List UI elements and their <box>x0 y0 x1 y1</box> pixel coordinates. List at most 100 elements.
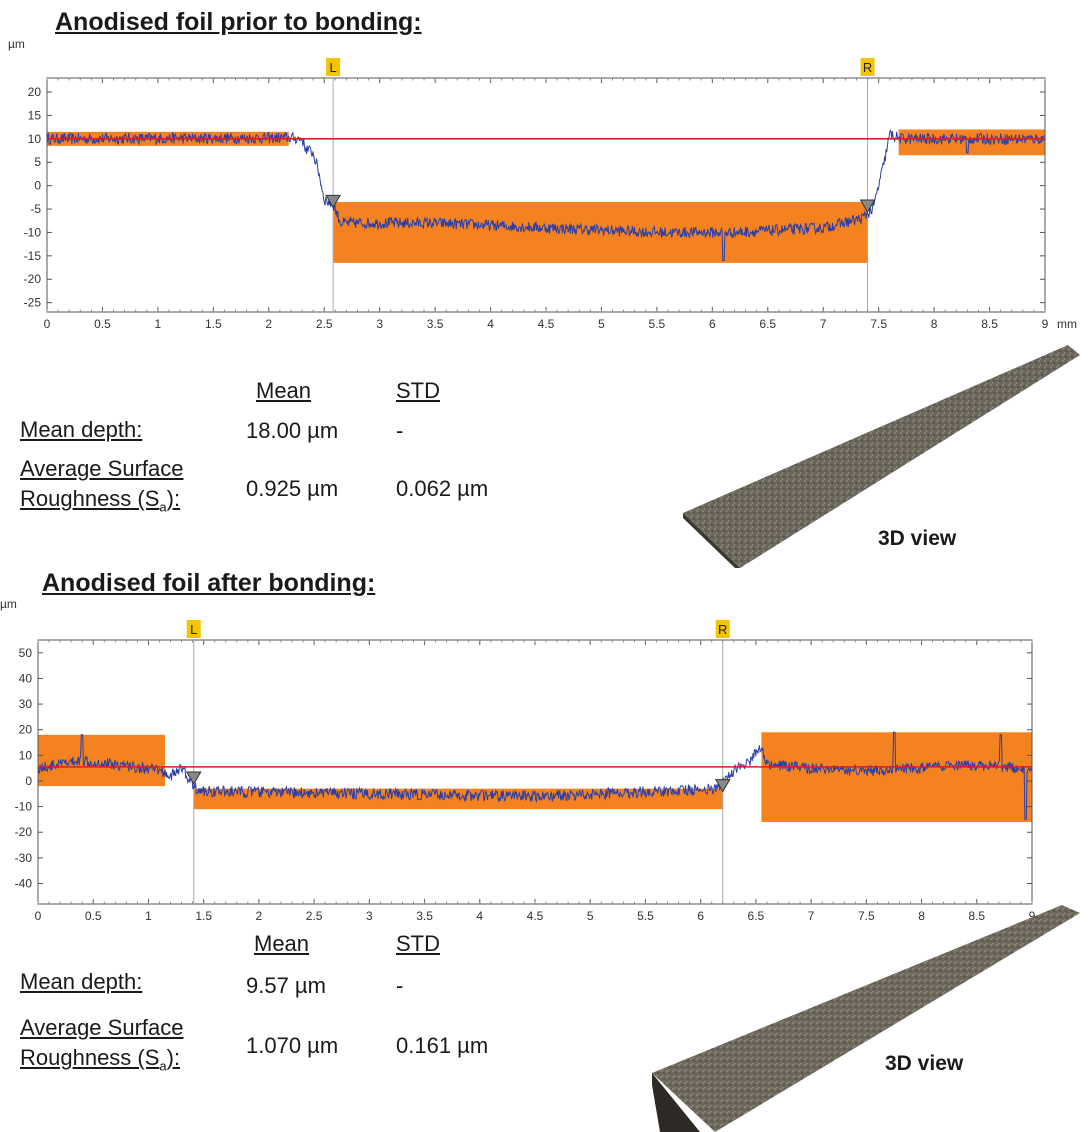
roughness-label: Average Surface Roughness (Sa): <box>20 454 183 522</box>
y-unit-label: µm <box>0 600 17 611</box>
panel-title: Anodised foil prior to bonding: <box>55 8 422 36</box>
roughness-label-sub: a <box>159 1058 167 1074</box>
level-region-0 <box>38 734 166 787</box>
roughness-label: Average Surface Roughness (Sa): <box>20 1013 183 1081</box>
y-tick-label: 0 <box>25 774 32 788</box>
y-tick-label: 20 <box>19 723 33 737</box>
roughness-std: 0.161 µm <box>396 1033 489 1058</box>
roughness-mean: 1.070 µm <box>246 1033 339 1058</box>
x-tick-label: 0.5 <box>85 909 102 923</box>
y-tick-label: 50 <box>19 646 33 660</box>
cursor-triangle-L <box>185 771 202 785</box>
cursor-flag-label: R <box>863 60 872 75</box>
x-tick-label: 1.5 <box>195 909 212 923</box>
y-tick-label: -25 <box>24 296 42 310</box>
cursor-triangle-L <box>325 194 341 209</box>
panel-title: Anodised foil after bonding: <box>42 569 376 597</box>
roughness-label-line2: Roughness (S <box>20 1045 160 1070</box>
x-tick-label: 6.5 <box>759 317 776 331</box>
x-tick-label: 4.5 <box>527 909 544 923</box>
cursor-flag-label: R <box>718 622 727 637</box>
y-tick-label: 30 <box>19 697 33 711</box>
x-tick-label: 6 <box>697 909 704 923</box>
level-region-1 <box>333 202 868 263</box>
x-tick-label: 2.5 <box>306 909 323 923</box>
y-tick-label: -20 <box>24 272 42 286</box>
x-tick-label: 5.5 <box>649 317 666 331</box>
cursor-triangle-R <box>714 779 731 793</box>
roughness-label-line1: Average Surface <box>20 456 184 481</box>
x-unit-label: mm <box>1044 909 1064 923</box>
x-tick-label: 5 <box>587 909 594 923</box>
cursor-flag-label: L <box>190 622 197 637</box>
y-tick-label: -40 <box>15 876 33 890</box>
plot-frame <box>46 77 1046 313</box>
x-unit-label: mm <box>1057 317 1077 331</box>
y-tick-label: 15 <box>28 108 42 122</box>
cursor-flag-R <box>860 58 875 76</box>
x-tick-label: 3 <box>376 317 383 331</box>
mean-header: Mean <box>256 378 312 403</box>
x-tick-label: 5.5 <box>637 909 654 923</box>
roughness-mean: 0.925 µm <box>246 476 339 501</box>
x-tick-label: 1 <box>155 317 162 331</box>
mean-depth-std: - <box>396 418 404 443</box>
x-tick-label: 7.5 <box>858 909 875 923</box>
y-tick-label: -30 <box>15 851 33 865</box>
x-tick-label: 7 <box>820 317 827 331</box>
3d-view-label: 3D view <box>878 527 957 550</box>
x-tick-label: 7.5 <box>870 317 887 331</box>
roughness-label-line1: Average Surface <box>20 1015 184 1040</box>
x-tick-label: 8 <box>918 909 925 923</box>
y-tick-label: -20 <box>15 825 33 839</box>
x-tick-label: 3.5 <box>427 317 444 331</box>
y-tick-label: 40 <box>19 671 33 685</box>
x-tick-label: 6 <box>709 317 716 331</box>
roughness-std: 0.062 µm <box>396 476 489 501</box>
y-tick-label: -5 <box>30 202 41 216</box>
std-header: STD <box>396 931 440 956</box>
x-tick-label: 1 <box>145 909 152 923</box>
x-tick-label: 8.5 <box>981 317 998 331</box>
x-tick-label: 9 <box>1029 909 1036 923</box>
mean-depth-label: Mean depth: <box>20 969 143 994</box>
y-tick-label: 20 <box>28 85 42 99</box>
x-tick-label: 1.5 <box>205 317 222 331</box>
roughness-label-end: ): <box>166 486 181 511</box>
x-tick-label: 9 <box>1042 317 1049 331</box>
panel-before-bonding: Anodised foil prior to bonding: 20 15 10 5 0… <box>8 8 1080 568</box>
mean-depth-value: 9.57 µm <box>246 973 326 998</box>
x-tick-label: 8 <box>931 317 938 331</box>
mean-depth-std: - <box>396 973 404 998</box>
y-tick-label: -10 <box>24 225 42 239</box>
x-tick-label: 0 <box>35 909 42 923</box>
x-tick-label: 2 <box>265 317 272 331</box>
level-region-2 <box>761 732 1032 822</box>
mean-header: Mean <box>254 931 310 956</box>
profile-series <box>37 731 1033 820</box>
roughness-label-sub: a <box>159 499 167 515</box>
x-tick-label: 5 <box>598 317 605 331</box>
y-tick-label: 10 <box>19 748 33 762</box>
roughness-label-end: ): <box>166 1045 181 1070</box>
std-header: STD <box>396 378 440 403</box>
x-tick-label: 2 <box>256 909 263 923</box>
y-tick-label: 10 <box>28 132 42 146</box>
cursor-triangle-R <box>859 199 876 214</box>
x-tick-label: 6.5 <box>748 909 765 923</box>
y-unit-label: µm <box>8 40 25 51</box>
x-tick-label: 0.5 <box>94 317 111 331</box>
cursor-flag-R <box>715 620 730 638</box>
y-tick-label: -15 <box>24 249 42 263</box>
y-tick-label: 0 <box>34 179 41 193</box>
x-tick-label: 4 <box>476 909 483 923</box>
3d-view-label: 3D view <box>885 1052 964 1075</box>
x-tick-label: 8.5 <box>968 909 985 923</box>
profile-chart-after: 50 40 30 20 10 0 -10 -20 -30 -40 0 0.5 1 1.5 2 2.5 3 3.5 4… <box>0 600 1064 923</box>
cursor-flag-label: L <box>329 60 336 75</box>
x-tick-label: 4 <box>487 317 494 331</box>
level-region-1 <box>193 788 723 810</box>
x-tick-label: 3 <box>366 909 373 923</box>
x-tick-label: 2.5 <box>316 317 333 331</box>
